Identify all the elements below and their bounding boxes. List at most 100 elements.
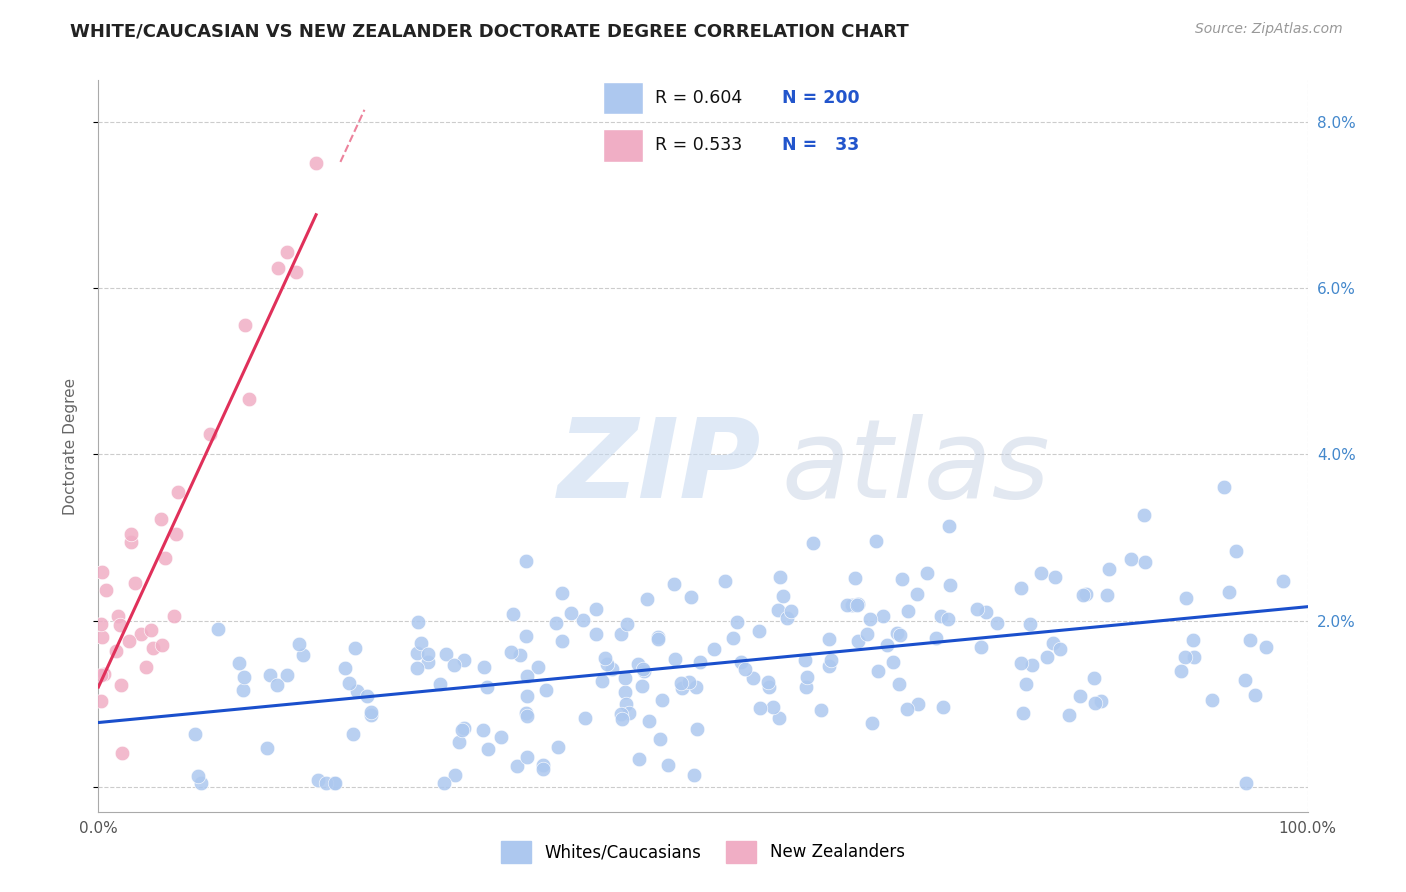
Point [94, 583, 117, 598]
Point [769, 570, 792, 584]
Point [810, 703, 832, 717]
Point [775, 611, 797, 625]
Point [897, 604, 920, 618]
Point [1049, 642, 1071, 657]
Point [453, 653, 475, 667]
Point [1201, 693, 1223, 707]
Point [502, 607, 524, 621]
Point [801, 536, 824, 550]
Point [614, 684, 637, 698]
Point [516, 669, 538, 683]
Point [104, 644, 127, 658]
Point [284, 265, 307, 279]
Point [986, 615, 1008, 630]
Point [818, 632, 841, 646]
Point [664, 652, 686, 666]
Point [886, 625, 908, 640]
Point [713, 574, 735, 588]
Point [662, 577, 685, 591]
Legend: Whites/Caucasians, New Zealanders: Whites/Caucasians, New Zealanders [495, 835, 911, 869]
Point [1012, 706, 1035, 720]
Text: N =   33: N = 33 [782, 136, 859, 154]
Point [546, 616, 568, 631]
Point [772, 589, 794, 603]
Point [671, 676, 693, 690]
Point [1069, 689, 1091, 703]
Point [124, 576, 146, 591]
Point [117, 634, 139, 648]
Point [612, 713, 634, 727]
Point [471, 723, 494, 737]
Point [779, 604, 801, 618]
Point [315, 775, 337, 789]
Point [547, 739, 569, 754]
Point [841, 598, 863, 612]
Point [647, 630, 669, 644]
Point [742, 671, 765, 685]
Point [292, 648, 315, 663]
Point [346, 684, 368, 698]
Text: WHITE/CAUCASIAN VS NEW ZEALANDER DOCTORATE DEGREE CORRELATION CHART: WHITE/CAUCASIAN VS NEW ZEALANDER DOCTORA… [70, 22, 910, 40]
Point [794, 680, 817, 694]
Point [820, 653, 842, 667]
Point [974, 605, 997, 619]
Point [1182, 650, 1205, 665]
Point [93, 667, 115, 681]
Point [748, 624, 770, 638]
Point [939, 577, 962, 591]
Point [1234, 673, 1257, 687]
Point [107, 609, 129, 624]
Point [890, 573, 912, 587]
Point [1135, 555, 1157, 569]
Point [129, 627, 152, 641]
Point [725, 615, 748, 629]
Point [449, 735, 471, 749]
Bar [603, 81, 643, 114]
Point [515, 629, 537, 643]
Point [679, 591, 702, 605]
Point [323, 775, 346, 789]
Point [1095, 588, 1118, 602]
Point [631, 679, 654, 693]
Point [120, 535, 142, 549]
Point [198, 427, 221, 442]
Point [187, 769, 209, 783]
Point [614, 697, 637, 711]
Point [90, 694, 112, 708]
Point [406, 615, 429, 629]
Point [966, 602, 988, 616]
Point [120, 526, 142, 541]
Text: N = 200: N = 200 [782, 89, 860, 107]
Point [596, 657, 619, 671]
Point [855, 627, 877, 641]
Point [794, 653, 817, 667]
Point [929, 609, 952, 624]
Point [572, 613, 595, 627]
Point [405, 646, 427, 660]
Point [141, 623, 163, 637]
Point [515, 554, 537, 568]
Point [531, 758, 554, 772]
Point [678, 675, 700, 690]
Point [860, 715, 883, 730]
Point [531, 762, 554, 776]
Point [613, 671, 636, 685]
Point [685, 680, 707, 694]
Point [637, 714, 659, 729]
Point [671, 681, 693, 695]
Point [149, 512, 172, 526]
Point [682, 768, 704, 782]
Point [627, 657, 650, 671]
Point [721, 632, 744, 646]
Point [1170, 664, 1192, 678]
Point [515, 706, 537, 720]
Point [631, 662, 654, 676]
Point [848, 634, 870, 648]
Point [434, 647, 457, 661]
Point [1239, 632, 1261, 647]
Point [1036, 650, 1059, 665]
Point [433, 775, 456, 789]
Point [628, 752, 651, 766]
Point [936, 612, 959, 626]
Point [749, 701, 772, 715]
